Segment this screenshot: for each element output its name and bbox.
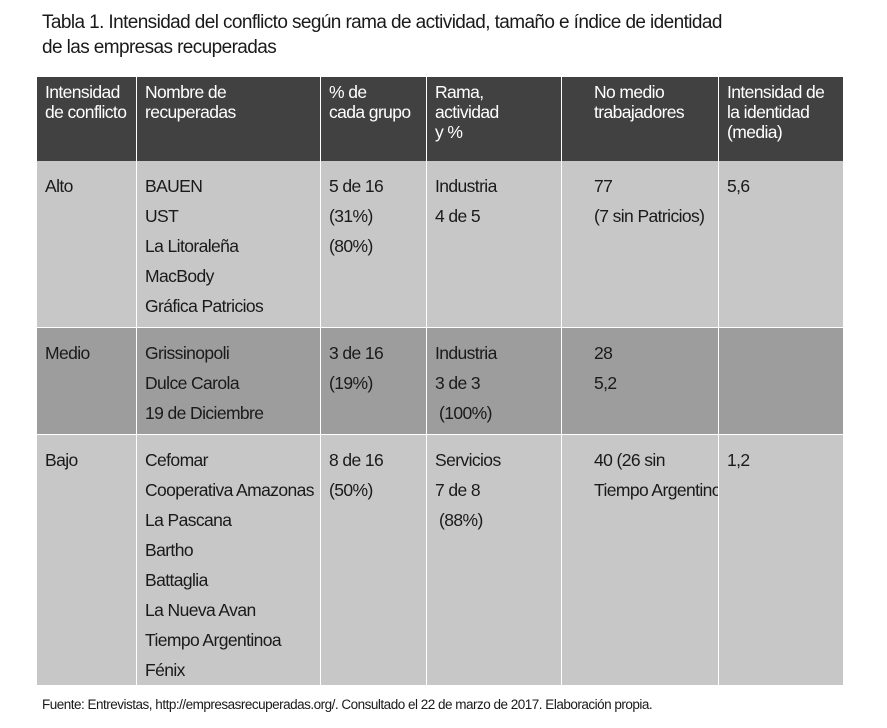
cell-identidad: 5,6 <box>718 161 844 327</box>
header-rama: Rama, actividad y % <box>426 77 562 161</box>
source-note: Fuente: Entrevistas, http://empresasrecu… <box>42 697 653 712</box>
header-nombre: Nombre de recuperadas <box>136 77 321 161</box>
header-porcentaje: % de cada grupo <box>320 77 427 161</box>
table-header-row: Intensidad de conflicto Nombre de recupe… <box>36 77 844 161</box>
cell-trabajadores: 77 (7 sin Patricios) <box>561 161 719 327</box>
table-row: Bajo Cefomar Cooperativa Amazonas La Pas… <box>36 434 844 685</box>
table-caption: Tabla 1. Intensidad del conflicto según … <box>42 10 842 60</box>
cell-intensidad: Bajo <box>36 434 137 685</box>
header-trabajadores: No medio trabajadores <box>561 77 719 161</box>
cell-nombres: Cefomar Cooperativa Amazonas La Pascana … <box>136 434 321 685</box>
cell-porcentaje: 5 de 16 (31%) (80%) <box>320 161 427 327</box>
cell-intensidad: Alto <box>36 161 137 327</box>
header-identidad: Intensidad de la identidad (media) <box>718 77 844 161</box>
cell-intensidad: Medio <box>36 326 137 435</box>
cell-identidad <box>718 326 844 435</box>
cell-rama: Industria 3 de 3 (100%) <box>426 326 562 435</box>
cell-rama: Industria 4 de 5 <box>426 161 562 327</box>
table-row: Medio Grissinopoli Dulce Carola 19 de Di… <box>36 326 844 435</box>
cell-porcentaje: 3 de 16 (19%) <box>320 326 427 435</box>
cell-nombres: Grissinopoli Dulce Carola 19 de Diciembr… <box>136 326 321 435</box>
caption-line-1: Tabla 1. Intensidad del conflicto según … <box>42 12 722 33</box>
conflict-intensity-table: Intensidad de conflicto Nombre de recupe… <box>36 77 844 685</box>
table-row: Alto BAUEN UST La Litoraleña MacBody Grá… <box>36 161 844 327</box>
cell-porcentaje: 8 de 16 (50%) <box>320 434 427 685</box>
cell-trabajadores: 40 (26 sin Tiempo Argentino) <box>561 434 719 685</box>
cell-nombres: BAUEN UST La Litoraleña MacBody Gráfica … <box>136 161 321 327</box>
header-intensidad: Intensidad de conflicto <box>36 77 137 161</box>
cell-rama: Servicios 7 de 8 (88%) <box>426 434 562 685</box>
caption-line-2: de las empresas recuperadas <box>42 37 277 58</box>
cell-trabajadores: 28 5,2 <box>561 326 719 435</box>
cell-identidad: 1,2 <box>718 434 844 685</box>
